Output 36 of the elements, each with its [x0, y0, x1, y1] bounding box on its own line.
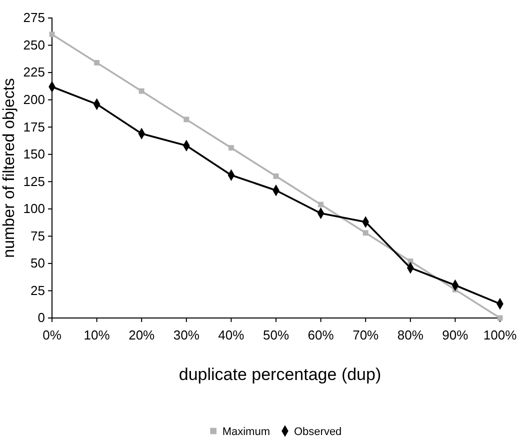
y-tick-label: 25 — [30, 282, 45, 298]
y-tick-label: 50 — [30, 256, 45, 271]
y-tick-label: 225 — [23, 64, 45, 80]
point — [273, 173, 279, 179]
x-tick-label: 20% — [128, 327, 156, 342]
x-tick-label: 10% — [84, 327, 110, 342]
point — [184, 116, 190, 122]
x-tick-label: 100% — [483, 327, 518, 342]
y-tick-label: 100 — [23, 201, 45, 216]
x-tick-label: 30% — [173, 327, 200, 342]
x-axis-title: duplicate percentage (dup) — [178, 365, 382, 384]
x-tick-label: 60% — [308, 327, 334, 342]
point — [228, 145, 234, 151]
y-axis-title: number of filtered objects — [1, 78, 18, 258]
y-tick-label: 75 — [30, 228, 45, 244]
point — [94, 60, 100, 66]
x-tick-label: 0% — [42, 327, 62, 342]
point — [138, 88, 144, 94]
point — [318, 202, 324, 208]
point — [408, 258, 414, 264]
y-tick-label: 250 — [23, 37, 45, 52]
legend-label: Observed — [294, 426, 342, 438]
x-tick-label: 90% — [442, 327, 469, 342]
y-tick-label: 125 — [23, 174, 45, 189]
point — [49, 32, 55, 38]
legend-label: Maximum — [222, 426, 270, 438]
y-tick-label: 0 — [38, 310, 45, 326]
y-tick-label: 175 — [23, 119, 45, 134]
y-tick-label: 200 — [23, 92, 45, 107]
x-tick-label: 70% — [352, 327, 380, 342]
x-tick-label: 40% — [218, 327, 245, 342]
x-tick-label: 50% — [262, 327, 290, 342]
y-tick-label: 150 — [23, 146, 45, 162]
point — [362, 230, 368, 236]
x-tick-label: 80% — [397, 327, 424, 342]
y-tick-label: 275 — [23, 10, 45, 26]
